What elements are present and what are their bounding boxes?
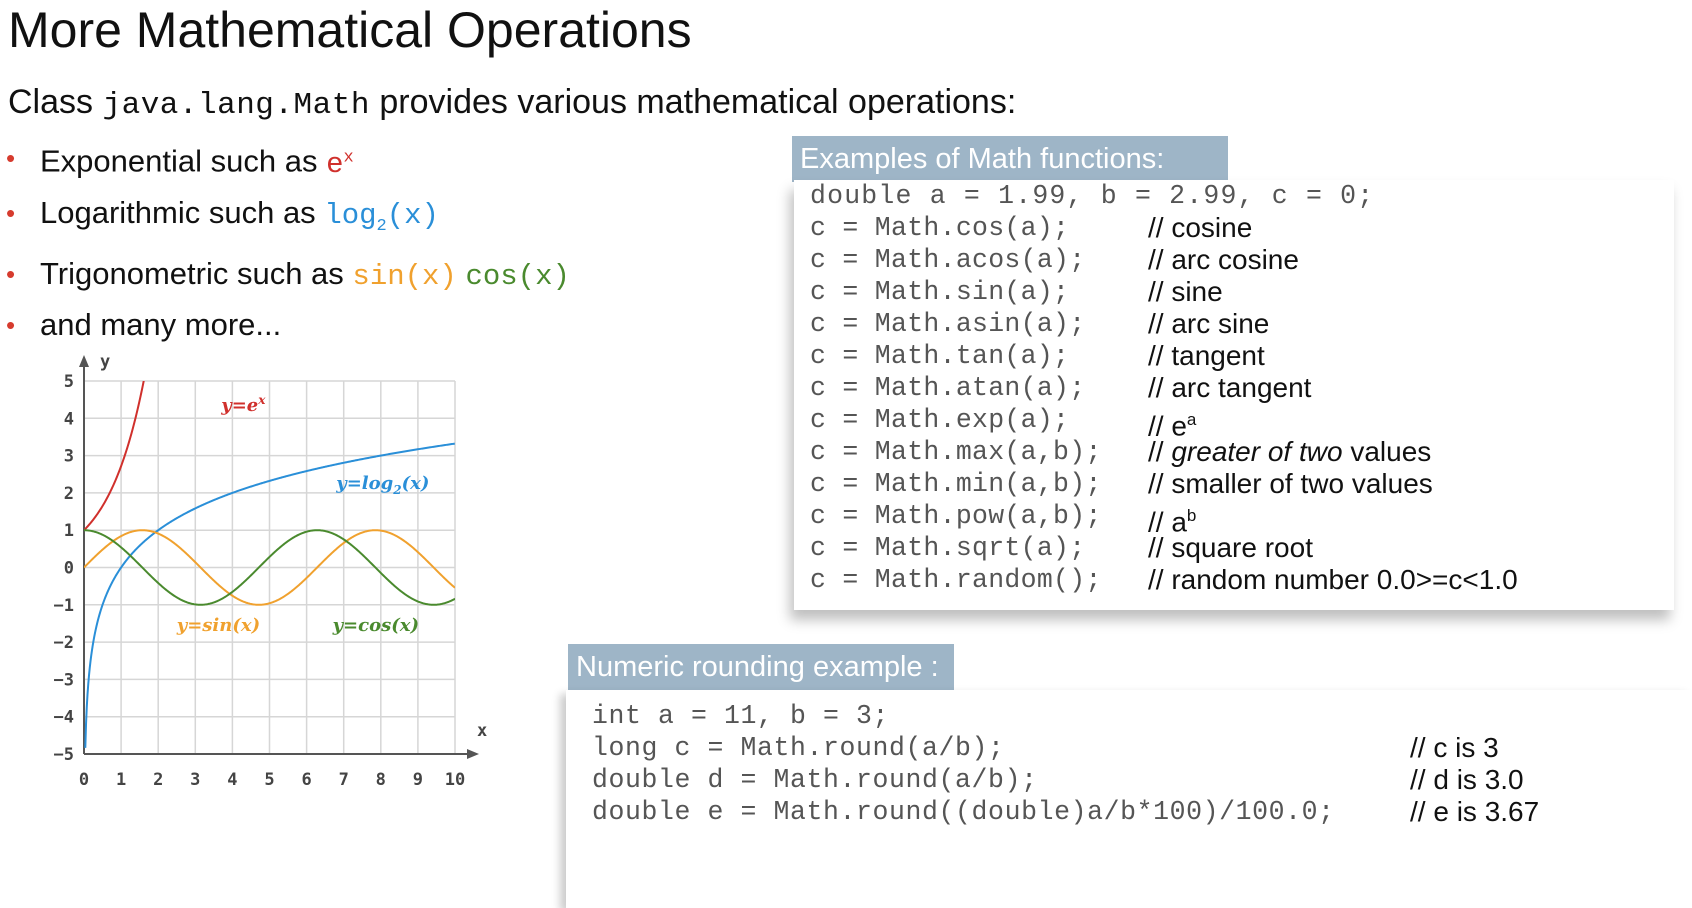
y-tick-label: 5 [64,372,74,392]
list-item-exponential: Exponential such as ex [6,134,570,189]
intro-line: Class java.lang.Math provides various ma… [8,80,1016,128]
sin-term: sin(x) [352,260,457,294]
bullet-text: and many more... [40,307,282,343]
intro-prefix: Class [8,83,94,121]
exponential-term: ex [326,147,354,181]
x-tick-label: 9 [413,770,423,790]
x-tick-label: 5 [264,770,274,790]
y-tick-label: 1 [64,521,74,541]
function-graph: yx0 1 2 3 4 5 6 7 8 9 10543210−1−2−3−4−5y=exy=log2… [54,352,488,790]
x-tick-label: 10 [445,770,465,790]
y-tick-label: 0 [64,559,74,579]
code-line: c = Math.sin(a);// sine [810,276,1223,307]
code-line: c = Math.cos(a);// cosine [810,212,1253,243]
logarithmic-term: log2(x) [324,198,439,236]
x-tick-label: 1 [116,770,126,790]
series-label-log2: y=log2(x) [335,473,429,497]
y-tick-label: 3 [64,447,74,467]
list-item-trigonometric: Trigonometric such as sin(x) cos(x) [6,250,570,301]
y-tick-label: −2 [54,633,74,653]
code-line: c = Math.exp(a);// ea [810,405,1197,442]
code-line: c = Math.random();// random number 0.0>=… [810,564,1518,595]
bullet-text: Trigonometric such as [40,256,344,292]
code-line: c = Math.atan(a);// arc tangent [810,372,1312,403]
series-line-sin [84,529,455,606]
x-tick-label: 4 [227,770,237,790]
math-examples-code: double a = 1.99, b = 2.99, c = 0; c = Ma… [810,180,1518,596]
code-line: c = Math.asin(a);// arc sine [810,308,1270,339]
list-item-logarithmic: Logarithmic such as log2(x) [6,189,570,251]
x-tick-label: 2 [153,770,163,790]
grid-lines [83,380,456,755]
rounding-example-title: Numeric rounding example : [568,644,954,690]
series-label-exp: y=ex [220,393,266,416]
code-line: c = Math.pow(a,b);// ab [810,501,1197,538]
code-line: double d = Math.round(a/b);// d is 3.0 [592,764,1524,795]
y-tick-label: 2 [64,484,74,504]
series-line-log2 [84,442,455,748]
code-line: long c = Math.round(a/b);// c is 3 [592,732,1499,763]
y-tick-label: −4 [54,708,74,728]
rounding-example-code: int a = 11, b = 3; long c = Math.round(a… [592,700,1592,828]
x-tick-label: 6 [301,770,311,790]
bullet-text: Logarithmic such as [40,194,316,230]
math-examples-panel [794,180,1674,610]
series-label-sin: y=sin(x) [176,615,260,636]
page-title: More Mathematical Operations [8,2,692,58]
series-label-cos: y=cos(x) [332,615,419,636]
x-axis-label: x [477,721,487,741]
y-tick-label: −3 [54,670,74,690]
code-line: c = Math.acos(a);// arc cosine [810,244,1299,275]
list-item-more: and many more... [6,301,570,349]
x-axis-arrow [467,749,479,759]
code-line: c = Math.tan(a);// tangent [810,340,1265,371]
code-line: c = Math.min(a,b);// smaller of two valu… [810,468,1433,499]
y-axis-arrow [79,355,89,367]
intro-class-name: java.lang.Math [102,88,370,123]
bullet-text: Exponential such as [40,143,318,179]
x-tick-label: 7 [339,770,349,790]
cos-term: cos(x) [465,260,570,294]
x-tick-label: 8 [376,770,386,790]
rounding-example-panel [566,690,1692,908]
code-line: c = Math.max(a,b);// greater of two valu… [810,436,1432,467]
code-line: double e = Math.round((double)a/b*100)/1… [592,796,1540,827]
y-tick-label: −1 [54,596,74,616]
series-line-cos [84,529,455,606]
intro-suffix: provides various mathematical operations… [379,83,1017,121]
x-tick-label: 3 [190,770,200,790]
y-tick-label: 4 [64,409,74,429]
math-examples-title: Examples of Math functions: [792,136,1228,182]
code-line: int a = 11, b = 3; [592,701,890,731]
code-line: double a = 1.99, b = 2.99, c = 0; [810,181,1375,211]
operations-list: Exponential such as ex Logarithmic such … [6,134,570,349]
code-line: c = Math.sqrt(a);// square root [810,532,1313,563]
y-axis-label: y [100,352,110,372]
x-tick-label: 0 [79,770,89,790]
y-tick-label: −5 [54,745,74,765]
